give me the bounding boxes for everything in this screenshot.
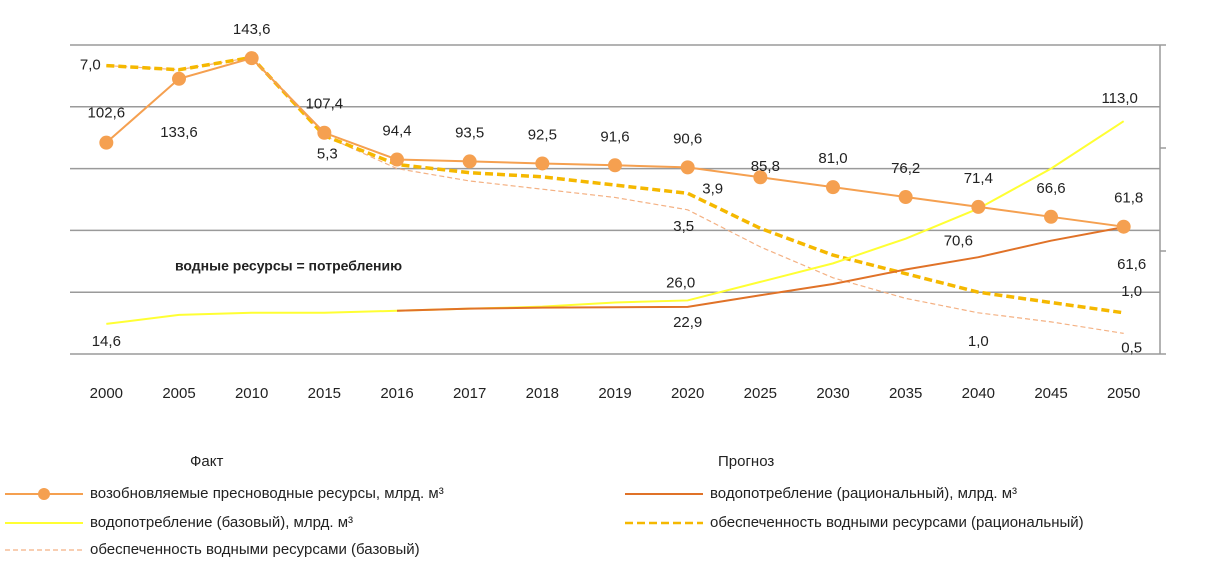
data-label: 1,0	[1121, 283, 1142, 300]
x-tick-label: 2015	[308, 385, 341, 402]
marker	[680, 160, 695, 175]
data-label: 70,6	[944, 233, 973, 250]
data-label: 81,0	[818, 150, 847, 167]
data-label: 5,3	[317, 146, 338, 163]
x-tick-label: 2030	[816, 385, 849, 402]
data-label: 0,5	[1121, 339, 1142, 356]
marker	[317, 125, 332, 140]
data-label: 71,4	[964, 170, 993, 187]
legend-label: водопотребление (базовый), млрд. м³	[90, 514, 353, 531]
series-line	[106, 120, 1125, 325]
series-line	[106, 56, 1124, 334]
legend-label: возобновляемые пресноводные ресурсы, млр…	[90, 485, 444, 502]
x-tick-label: 2045	[1034, 385, 1067, 402]
data-label: 61,8	[1114, 190, 1143, 207]
data-label: 113,0	[1101, 90, 1137, 107]
data-label: 133,6	[160, 124, 198, 141]
data-label: 3,5	[673, 218, 694, 235]
data-label: 85,8	[751, 158, 780, 175]
data-label: 14,6	[92, 333, 121, 350]
data-label: 22,9	[673, 314, 702, 331]
legend-group: Факт	[190, 453, 223, 470]
series-line	[396, 226, 1124, 312]
x-tick-label: 2017	[453, 385, 486, 402]
x-tick-label: 2016	[380, 385, 413, 402]
legend-marker	[38, 488, 50, 500]
data-label: 92,5	[528, 126, 557, 143]
marker	[1044, 209, 1058, 224]
legend-label: водопотребление (рациональный), млрд. м³	[710, 485, 1017, 502]
data-label: 107,4	[306, 96, 344, 113]
data-label: 93,5	[455, 124, 484, 141]
marker	[753, 170, 768, 185]
data-label: 143,6	[233, 21, 271, 38]
legend-label: обеспеченность водными ресурсами (рацион…	[710, 514, 1084, 531]
data-label: 1,0	[968, 333, 989, 350]
marker	[244, 51, 259, 66]
data-label: 61,6	[1117, 256, 1146, 273]
x-tick-label: 2040	[962, 385, 995, 402]
x-tick-label: 2020	[671, 385, 704, 402]
marker	[535, 156, 550, 171]
x-tick-label: 2019	[598, 385, 631, 402]
data-label: 102,6	[88, 105, 126, 122]
x-tick-label: 2050	[1107, 385, 1140, 402]
annotation: водные ресурсы = потреблению	[175, 258, 402, 274]
data-label: 7,0	[80, 57, 101, 74]
data-label: 66,6	[1036, 180, 1065, 197]
marker	[390, 152, 404, 167]
marker	[608, 158, 622, 173]
marker	[826, 180, 840, 195]
data-label: 90,6	[673, 130, 702, 147]
marker	[971, 199, 986, 214]
legend-group: Прогноз	[718, 453, 774, 470]
x-tick-label: 2000	[90, 385, 123, 402]
data-label: 94,4	[382, 123, 411, 140]
x-tick-label: 2018	[526, 385, 559, 402]
x-tick-label: 2005	[162, 385, 195, 402]
data-label: 26,0	[666, 274, 695, 291]
marker	[172, 71, 186, 86]
marker	[1116, 219, 1131, 234]
x-tick-label: 2025	[744, 385, 777, 402]
marker	[462, 154, 477, 169]
marker	[99, 135, 114, 150]
data-label: 3,9	[702, 180, 723, 197]
x-tick-label: 2010	[235, 385, 268, 402]
data-label: 91,6	[600, 128, 629, 145]
marker	[898, 190, 913, 205]
legend-label: обеспеченность водными ресурсами (базовы…	[90, 541, 420, 558]
x-tick-label: 2035	[889, 385, 922, 402]
data-label: 76,2	[891, 160, 920, 177]
